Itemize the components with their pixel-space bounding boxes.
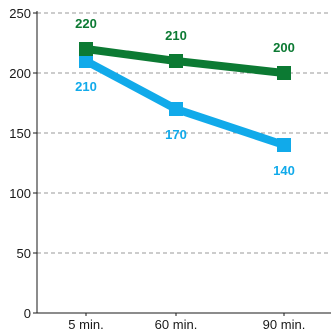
x-tick-labels: 5 min. 60 min. 90 min. [68, 313, 305, 332]
x-tick-label: 60 min. [155, 317, 198, 332]
data-point-marker [277, 138, 291, 152]
data-point-marker [79, 54, 93, 68]
data-point-marker [169, 102, 183, 116]
data-label: 170 [165, 127, 187, 142]
y-tick-label: 200 [9, 66, 31, 81]
y-tick-label: 0 [24, 306, 31, 321]
data-label: 220 [75, 16, 97, 31]
data-label: 210 [165, 28, 187, 43]
y-tick-label: 150 [9, 126, 31, 141]
data-point-marker [169, 54, 183, 68]
data-labels: 220 210 200 210 170 140 [75, 16, 295, 178]
y-tick-label: 100 [9, 186, 31, 201]
series-line [85, 45, 285, 77]
x-tick-label: 90 min. [263, 317, 306, 332]
y-tick-labels: 0 50 100 150 200 250 [9, 6, 37, 321]
series-2 [79, 54, 291, 152]
data-label: 140 [273, 163, 295, 178]
data-label: 210 [75, 79, 97, 94]
series [79, 42, 291, 152]
data-point-marker [79, 42, 93, 56]
x-tick-label: 5 min. [68, 317, 103, 332]
y-tick-label: 250 [9, 6, 31, 21]
y-tick-label: 50 [17, 246, 31, 261]
series-1 [79, 42, 291, 80]
data-point-marker [277, 66, 291, 80]
data-label: 200 [273, 40, 295, 55]
